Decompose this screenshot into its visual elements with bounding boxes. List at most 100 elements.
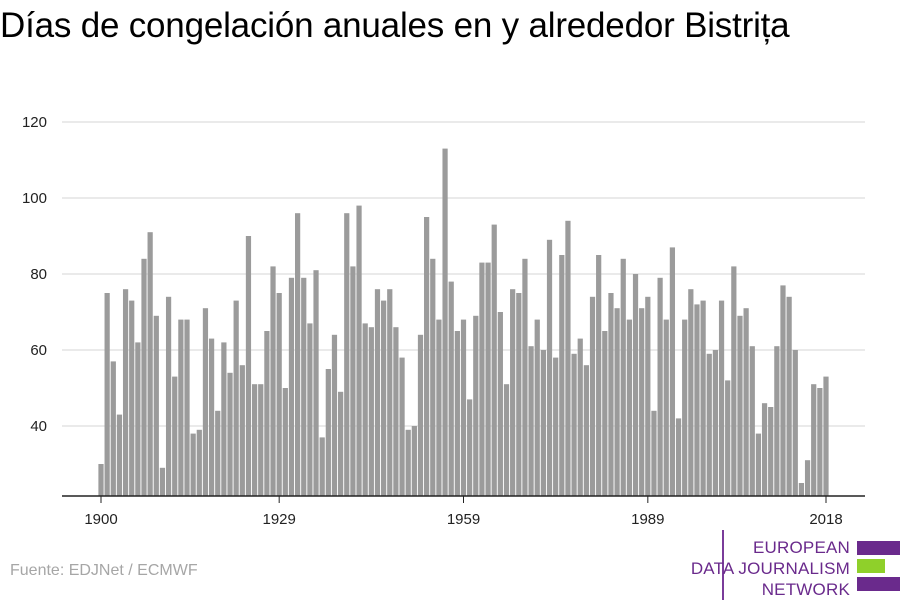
bar-1995[interactable] — [682, 319, 688, 496]
bar-1918[interactable] — [208, 338, 215, 496]
bar-1976[interactable] — [565, 220, 571, 497]
bar-1937[interactable] — [325, 369, 331, 496]
bar-1907[interactable] — [141, 258, 147, 496]
bar-1905[interactable] — [129, 300, 135, 496]
bar-1999[interactable] — [706, 353, 712, 496]
bar-1950[interactable] — [405, 429, 411, 496]
bar-1951[interactable] — [411, 426, 417, 496]
bar-2012[interactable] — [786, 296, 792, 496]
bar-2013[interactable] — [792, 350, 798, 496]
bar-1974[interactable] — [553, 357, 559, 496]
bar-2017[interactable] — [817, 388, 823, 496]
bar-1901[interactable] — [104, 293, 110, 496]
bar-1987[interactable] — [632, 274, 639, 496]
bar-1973[interactable] — [546, 239, 553, 497]
bar-1960[interactable] — [467, 399, 473, 496]
bar-1906[interactable] — [135, 342, 141, 496]
bar-1969[interactable] — [522, 258, 528, 496]
bar-1963[interactable] — [485, 262, 491, 496]
bar-1954[interactable] — [430, 258, 436, 496]
bar-1935[interactable] — [313, 270, 319, 496]
bar-1909[interactable] — [153, 315, 159, 496]
bar-1925[interactable] — [251, 384, 258, 496]
bar-1982[interactable] — [602, 331, 608, 496]
bar-1957[interactable] — [448, 281, 454, 496]
bar-2006[interactable] — [749, 346, 755, 496]
bar-1985[interactable] — [620, 258, 626, 496]
bar-1914[interactable] — [184, 319, 190, 496]
bar-2007[interactable] — [755, 433, 762, 496]
edjnet-logo[interactable]: EUROPEAN DATA JOURNALISM NETWORK — [691, 530, 900, 600]
bar-1959[interactable] — [460, 319, 467, 496]
bar-1994[interactable] — [675, 418, 682, 496]
bar-1923[interactable] — [239, 365, 245, 496]
bar-2016[interactable] — [811, 384, 817, 496]
bar-1988[interactable] — [639, 308, 645, 496]
bar-1921[interactable] — [227, 372, 233, 496]
bar-1948[interactable] — [393, 327, 399, 496]
bar-1932[interactable] — [295, 213, 301, 496]
bar-1943[interactable] — [362, 323, 368, 496]
bar-1928[interactable] — [270, 266, 276, 496]
bar-1916[interactable] — [196, 429, 202, 496]
bar-1975[interactable] — [559, 255, 565, 496]
bar-1966[interactable] — [503, 384, 510, 496]
bar-1997[interactable] — [694, 304, 700, 496]
bar-1938[interactable] — [331, 334, 338, 496]
bar-1902[interactable] — [110, 361, 116, 496]
bar-2000[interactable] — [712, 350, 719, 496]
bar-2010[interactable] — [774, 346, 780, 496]
bar-1931[interactable] — [288, 277, 295, 496]
bar-1922[interactable] — [233, 300, 239, 496]
bar-1992[interactable] — [663, 319, 669, 496]
bar-1962[interactable] — [479, 262, 485, 496]
bar-1904[interactable] — [122, 289, 129, 496]
bar-2002[interactable] — [725, 380, 731, 496]
bar-1920[interactable] — [221, 342, 227, 496]
bar-1912[interactable] — [172, 376, 178, 496]
bar-1979[interactable] — [583, 365, 589, 496]
bar-1990[interactable] — [651, 410, 657, 496]
bar-1972[interactable] — [540, 350, 546, 496]
bar-1919[interactable] — [215, 410, 221, 496]
bar-2003[interactable] — [731, 266, 737, 496]
bar-1986[interactable] — [626, 319, 632, 496]
bar-1965[interactable] — [497, 312, 503, 496]
bar-1978[interactable] — [577, 338, 583, 496]
bar-1968[interactable] — [516, 293, 522, 496]
bar-1977[interactable] — [571, 353, 577, 496]
bar-1956[interactable] — [442, 148, 448, 496]
bar-1944[interactable] — [368, 327, 374, 496]
bar-1915[interactable] — [190, 433, 196, 496]
bar-2009[interactable] — [768, 407, 774, 496]
bar-1949[interactable] — [399, 357, 405, 496]
bar-1942[interactable] — [356, 205, 362, 496]
bar-1964[interactable] — [491, 224, 497, 496]
bar-1984[interactable] — [614, 308, 620, 496]
bar-1930[interactable] — [282, 388, 288, 496]
bar-1981[interactable] — [596, 255, 602, 496]
bar-2001[interactable] — [718, 300, 725, 496]
bar-1924[interactable] — [245, 236, 252, 496]
bar-1955[interactable] — [436, 319, 442, 496]
bar-1927[interactable] — [264, 331, 270, 496]
bar-1993[interactable] — [669, 247, 676, 496]
bar-1980[interactable] — [589, 296, 596, 496]
bar-1934[interactable] — [307, 323, 313, 496]
bar-1910[interactable] — [159, 467, 166, 496]
bar-1933[interactable] — [301, 277, 307, 496]
bar-1939[interactable] — [338, 391, 344, 496]
bar-1913[interactable] — [178, 319, 184, 496]
bar-2014[interactable] — [798, 483, 805, 496]
bar-1996[interactable] — [688, 289, 694, 496]
bar-1900[interactable] — [98, 464, 104, 496]
bar-2011[interactable] — [780, 285, 786, 496]
bar-1946[interactable] — [381, 300, 387, 496]
bar-1971[interactable] — [534, 319, 540, 496]
bar-1936[interactable] — [319, 437, 325, 496]
bar-1953[interactable] — [424, 217, 430, 496]
bar-2004[interactable] — [737, 315, 743, 496]
bar-2018[interactable] — [823, 376, 829, 496]
bar-1952[interactable] — [417, 334, 424, 496]
bar-1908[interactable] — [147, 232, 153, 496]
